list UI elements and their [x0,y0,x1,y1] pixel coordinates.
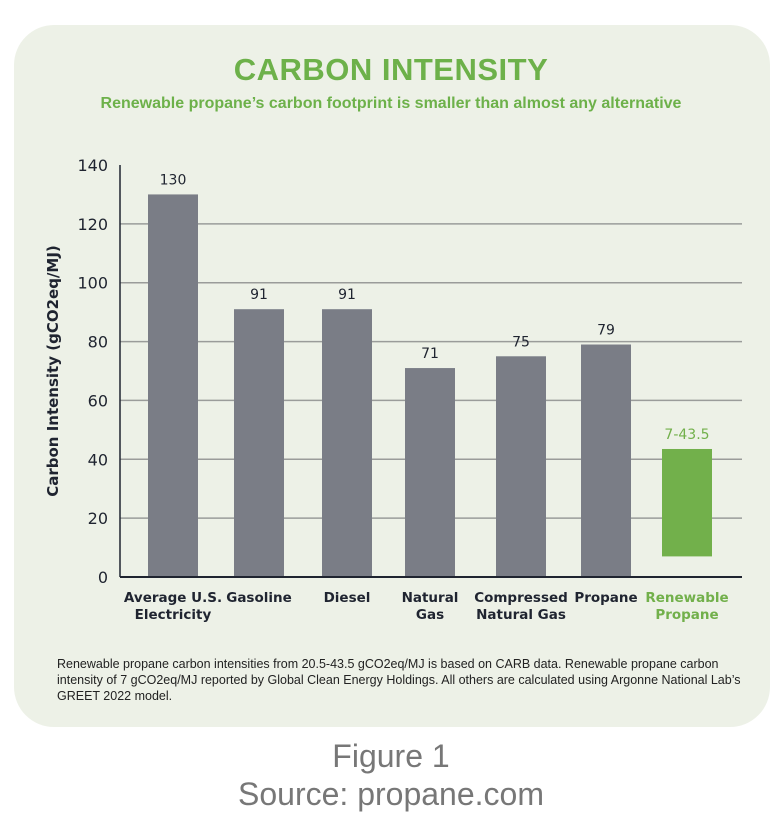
bar [581,344,631,577]
x-tick-label: Average U.S. [124,590,222,606]
bar [496,356,546,577]
data-label: 79 [597,323,615,339]
chart-title: CARBON INTENSITY [233,52,549,87]
x-tick-label: Gasoline [226,590,292,606]
bar-chart: 0 20 40 60 80 100 120 140 130 Average U.S.Electri… [44,156,742,623]
bar [148,194,198,577]
bar [234,309,284,577]
figure-label: Figure 1 [332,738,450,774]
x-tick-label: Compressed [474,590,568,606]
x-tick-label: Natural [402,590,459,606]
x-tick-label: Renewable [645,590,728,606]
y-tick-label: 80 [88,333,108,352]
footnote: Renewable propane carbon intensities fro… [57,657,741,703]
x-tick-label: Propane [655,607,718,623]
y-axis-label: Carbon Intensity (gCO2eq/MJ) [44,245,62,497]
source-label: Source: propane.com [238,776,544,812]
bar [405,368,455,577]
data-label: 130 [160,172,187,188]
x-tick-label: Propane [574,590,637,606]
y-tick-label: 20 [88,509,108,528]
x-tick-label: Natural Gas [476,607,566,623]
y-tick-label: 40 [88,450,108,469]
x-tick-label: Diesel [324,590,371,606]
y-tick-label: 100 [77,274,108,293]
x-tick-label: Gas [416,607,444,623]
chart-subtitle: Renewable propane’s carbon footprint is … [100,95,682,112]
y-tick-label: 120 [77,215,108,234]
data-label: 7-43.5 [664,427,709,443]
bar [322,309,372,577]
data-label: 91 [250,287,268,303]
x-tick-label: Electricity [135,607,212,623]
chart-card [14,25,770,727]
data-label: 75 [512,334,530,350]
y-tick-label: 140 [77,156,108,175]
bar [662,448,712,557]
data-label: 91 [338,287,356,303]
data-label: 71 [421,346,439,362]
y-tick-label: 60 [88,391,108,410]
y-tick-label: 0 [98,568,108,587]
